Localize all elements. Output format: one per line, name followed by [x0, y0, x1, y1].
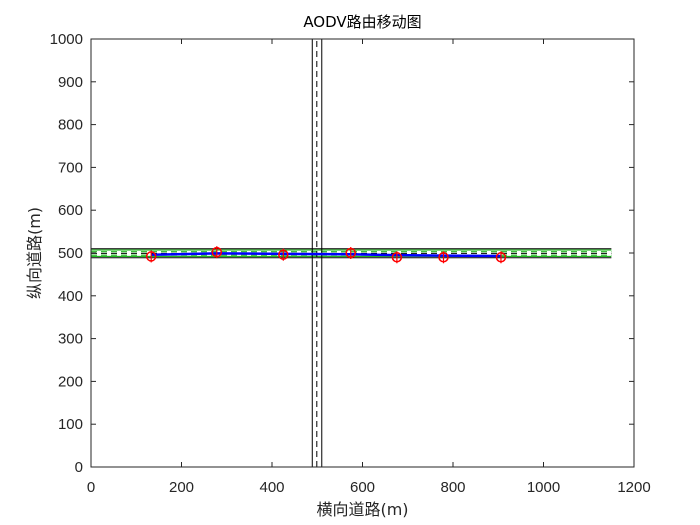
chart-title: AODV路由移动图	[303, 13, 421, 31]
y-tick-label: 500	[58, 245, 83, 262]
x-tick-label: 800	[440, 479, 465, 496]
y-axis-label: 纵向道路(m)	[25, 207, 44, 299]
x-tick-label: 0	[87, 479, 95, 496]
y-tick-label: 800	[58, 117, 83, 134]
y-tick-label: 200	[58, 373, 83, 390]
y-tick-label: 300	[58, 331, 83, 348]
plot-content	[91, 39, 612, 467]
y-tick-label: 1000	[50, 31, 83, 48]
x-tick-label: 400	[259, 479, 284, 496]
axis-ticks: 0 200 400 600 800 1000 1200 0 100 200 300 400 500 600…	[50, 31, 651, 496]
y-tick-label: 400	[58, 288, 83, 305]
y-tick-label: 600	[58, 202, 83, 219]
y-tick-label: 700	[58, 159, 83, 176]
x-tick-label: 200	[169, 479, 194, 496]
x-tick-label: 600	[350, 479, 375, 496]
y-tick-label: 0	[75, 459, 83, 476]
y-tick-label: 900	[58, 74, 83, 91]
y-tick-label: 100	[58, 416, 83, 433]
x-axis-label: 横向道路(m)	[316, 500, 408, 519]
x-tick-label: 1000	[527, 479, 560, 496]
x-tick-label: 1200	[617, 479, 650, 496]
